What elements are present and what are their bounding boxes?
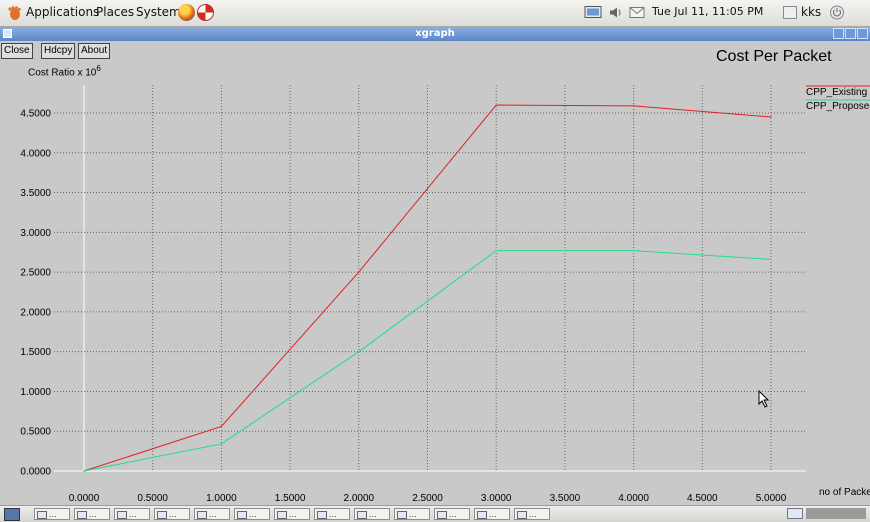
maximize-icon[interactable] [845,28,856,39]
taskbar-window-button[interactable]: ... [394,508,430,520]
user-icon [783,6,797,19]
x-tick-label: 1.0000 [206,493,237,504]
series-line-CPP_Proposed [83,250,772,472]
workspace-area[interactable] [806,508,866,519]
taskbar-window-button[interactable]: ... [274,508,310,520]
chart-title: Cost Per Packet [716,48,832,65]
plot-area: 0.0000 0.5000 1.0000 1.5000 2.0000 2.5000 3.00… [20,85,870,505]
taskbar-window-button[interactable]: ... [354,508,390,520]
data-point [220,443,222,445]
y-tick-label: 0.5000 [20,427,51,438]
x-tick-label: 0.0000 [69,493,100,504]
legend: CPP_Existing CPP_Proposed [806,85,870,112]
about-button[interactable]: About [78,43,111,59]
window-menu-icon[interactable] [3,29,12,38]
taskbar-window-button[interactable]: ... [114,508,150,520]
window-title: xgraph [415,28,455,39]
data-point [358,351,360,353]
x-tick-label: 1.5000 [275,493,306,504]
taskbar-window-button[interactable]: ... [474,508,510,520]
firefox-launcher-icon[interactable] [178,4,195,21]
data-point [770,258,772,260]
show-desktop-icon[interactable] [4,508,20,521]
y-tick-label: 1.0000 [20,387,51,398]
taskbar-window-button[interactable]: ... [234,508,270,520]
window-titlebar[interactable]: xgraph [0,27,870,41]
data-point [495,250,497,252]
data-point [770,116,772,118]
y-tick-label: 2.0000 [20,307,51,318]
user-name[interactable]: kks [801,5,822,19]
taskbar-window-button[interactable]: ... [34,508,70,520]
mouse-cursor-icon [758,389,770,408]
series-line-CPP_Existing [83,104,772,472]
volume-icon[interactable] [609,4,623,21]
y-axis-label: Cost Ratio x 106 [28,64,101,79]
data-point [83,470,85,472]
x-tick-label: 2.5000 [412,493,443,504]
grid [54,85,806,472]
menu-applications[interactable]: Applications [26,5,100,19]
y-axis-exponent: 6 [96,64,101,73]
data-point [358,271,360,273]
bottom-panel: ....................................... [0,505,870,522]
x-tick-label: 2.0000 [344,493,375,504]
data-point [495,104,497,106]
minimize-icon[interactable] [833,28,844,39]
close-window-icon[interactable] [857,28,868,39]
y-tick-label: 3.0000 [20,228,51,239]
taskbar-window-button[interactable]: ... [154,508,190,520]
power-icon[interactable] [829,4,845,21]
taskbar-window-button[interactable]: ... [314,508,350,520]
hdcpy-button[interactable]: Hdcpy [41,43,76,59]
data-point [633,105,635,107]
data-point [220,425,222,428]
y-tick-label: 2.5000 [20,268,51,279]
workspace-switcher[interactable] [787,508,803,519]
x-tick-label: 4.0000 [618,493,649,504]
x-tick-label: 3.0000 [481,493,512,504]
clock[interactable]: Tue Jul 11, 11:05 PM [652,5,764,18]
series-lines [83,104,772,472]
legend-label: CPP_Proposed [806,101,870,112]
mail-icon[interactable] [629,4,645,21]
data-point [633,250,635,252]
x-tick-label: 5.0000 [756,493,787,504]
y-tick-label: 3.5000 [20,188,51,199]
x-tick-label: 4.5000 [687,493,718,504]
help-lifebuoy-icon[interactable] [197,4,214,21]
applications-foot-icon[interactable] [6,5,22,21]
y-tick-label: 4.5000 [20,109,51,120]
taskbar-window-button[interactable]: ... [514,508,550,520]
menu-system[interactable]: System [136,5,181,19]
menu-places[interactable]: Places [96,5,135,19]
x-axis-label: no of Packet [819,487,870,498]
y-tick-label: 1.5000 [20,347,51,358]
tick-labels: 0.0000 0.5000 1.0000 1.5000 2.0000 2.5000 3.00… [20,109,786,505]
x-tick-label: 3.5000 [550,493,581,504]
x-tick-label: 0.5000 [137,493,168,504]
network-icon[interactable] [584,4,602,21]
y-tick-label: 0.0000 [20,467,51,478]
taskbar-window-button[interactable]: ... [194,508,230,520]
y-tick-label: 4.0000 [20,148,51,159]
legend-label: CPP_Existing [806,87,867,98]
taskbar-window-button[interactable]: ... [74,508,110,520]
close-button[interactable]: Close [1,43,33,59]
top-panel: Applications Places System Tue Jul 11, 1… [0,0,870,27]
taskbar-window-button[interactable]: ... [434,508,470,520]
